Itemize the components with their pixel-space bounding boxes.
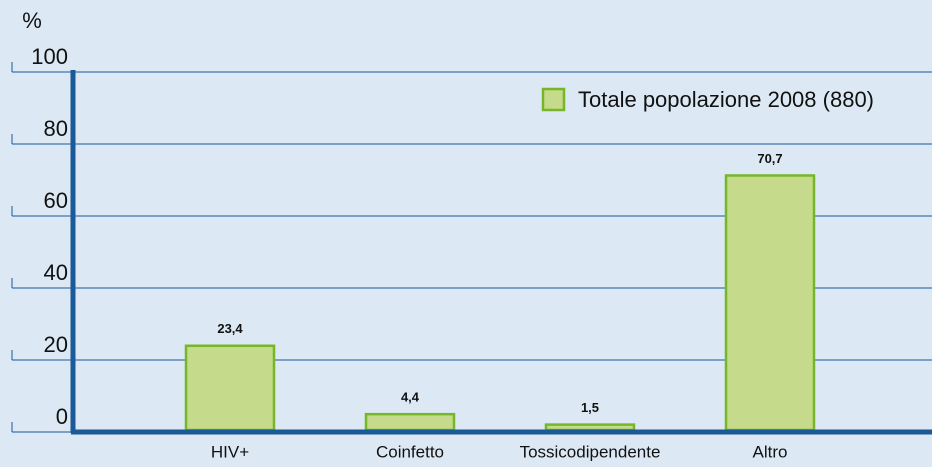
bar	[544, 423, 636, 432]
bar	[184, 344, 276, 432]
y-tick-label: 80	[44, 116, 68, 141]
x-tick-label: Coinfetto	[376, 442, 444, 461]
y-tick-label: 20	[44, 332, 68, 357]
x-tick-label: Tossicodipendente	[520, 442, 661, 461]
value-label: 4,4	[401, 390, 420, 405]
y-tick-label: 0	[56, 404, 68, 429]
legend-swatch	[541, 87, 566, 112]
value-label: 23,4	[217, 321, 243, 336]
x-tick-label: HIV+	[211, 442, 249, 461]
y-tick-label: 60	[44, 188, 68, 213]
bar	[724, 174, 816, 432]
y-tick-label: 40	[44, 260, 68, 285]
value-label: 1,5	[581, 400, 599, 415]
y-axis-label: %	[22, 8, 42, 33]
value-label: 70,7	[757, 151, 782, 166]
bar	[364, 412, 456, 432]
legend-label: Totale popolazione 2008 (880)	[578, 87, 874, 112]
y-tick-label: 100	[31, 44, 68, 69]
x-tick-label: Altro	[753, 442, 788, 461]
